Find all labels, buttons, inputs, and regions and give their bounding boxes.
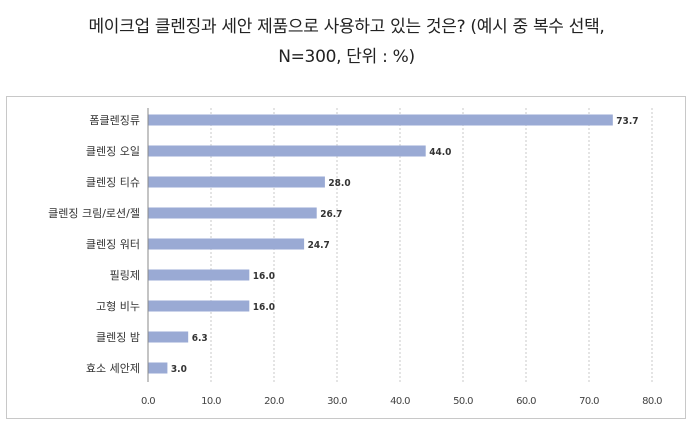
x-tick-label: 30.0 <box>327 396 347 407</box>
bar <box>148 114 613 126</box>
value-label: 44.0 <box>429 147 451 158</box>
value-label: 16.0 <box>253 302 275 313</box>
bar <box>148 269 250 281</box>
x-tick-label: 40.0 <box>390 396 410 407</box>
category-label: 클렌징 오일 <box>86 144 140 158</box>
category-label: 클렌징 크림/로션/젤 <box>48 207 140 220</box>
value-label: 24.7 <box>308 240 330 251</box>
value-label: 6.3 <box>192 333 208 344</box>
bar <box>148 362 168 374</box>
x-tick-label: 10.0 <box>201 396 221 407</box>
bar <box>148 300 250 312</box>
value-label: 73.7 <box>616 116 638 127</box>
chart-frame <box>6 96 686 419</box>
x-tick-label: 50.0 <box>453 396 473 407</box>
category-label: 효소 세안제 <box>86 362 140 375</box>
category-label: 클렌징 티슈 <box>86 176 140 189</box>
bar <box>148 145 426 157</box>
value-label: 16.0 <box>253 271 275 282</box>
bar <box>148 176 325 188</box>
category-label: 고형 비누 <box>96 300 140 313</box>
x-tick-label: 60.0 <box>516 396 536 407</box>
value-label: 3.0 <box>171 364 187 375</box>
value-label: 26.7 <box>320 209 342 220</box>
bar <box>148 238 305 250</box>
x-tick-label: 0.0 <box>141 396 155 407</box>
x-tick-label: 80.0 <box>642 396 662 407</box>
x-tick-label: 70.0 <box>579 396 599 407</box>
chart-title-line1: 메이크업 클렌징과 세안 제품으로 사용하고 있는 것은? (예시 중 복수 선… <box>88 17 605 37</box>
category-label: 폼클렌징류 <box>89 114 140 127</box>
category-label: 클렌징 워터 <box>86 238 140 251</box>
bar <box>148 207 317 219</box>
value-label: 28.0 <box>328 178 350 189</box>
chart-title-line2: N=300, 단위 : %) <box>278 47 415 67</box>
bar <box>148 331 189 343</box>
category-label: 필링제 <box>110 269 140 282</box>
category-label: 클렌징 밤 <box>96 331 140 344</box>
x-tick-label: 20.0 <box>264 396 284 407</box>
